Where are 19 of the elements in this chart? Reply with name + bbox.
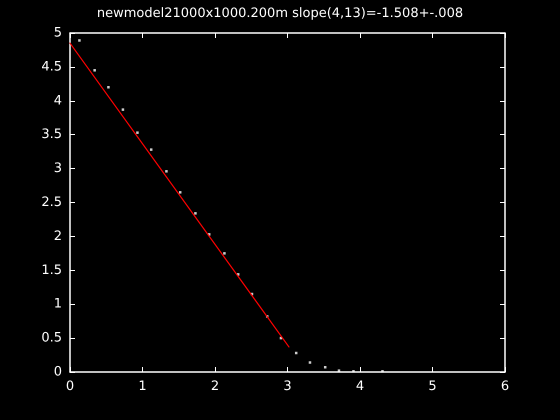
chart-title: newmodel21000x1000.200m slope(4,13)=-1.508+-.008 [96,6,464,21]
x-tick-label: 0 [66,379,74,394]
y-tick-label: 1.5 [41,262,62,278]
y-tick-label: 4.5 [41,59,62,74]
y-tick-label: 0.5 [41,330,62,346]
y-tick-label: 1 [54,296,62,312]
y-tick-label: 3 [54,161,62,176]
x-tick-label: 2 [210,379,220,394]
x-tick-label: 4 [356,379,364,394]
y-tick-label: 2 [54,228,62,244]
y-tick-label: 4 [54,93,62,108]
x-tick-label: 5 [428,379,437,394]
x-tick-label: 3 [283,379,292,394]
y-tick-label: 2.5 [41,195,62,210]
x-tick-label: 1 [138,379,147,394]
x-tick-label: 6 [500,379,510,394]
y-tick-label: 5 [54,26,62,40]
y-tick-label: 3.5 [41,127,62,142]
y-tick-label: 0 [54,364,62,380]
